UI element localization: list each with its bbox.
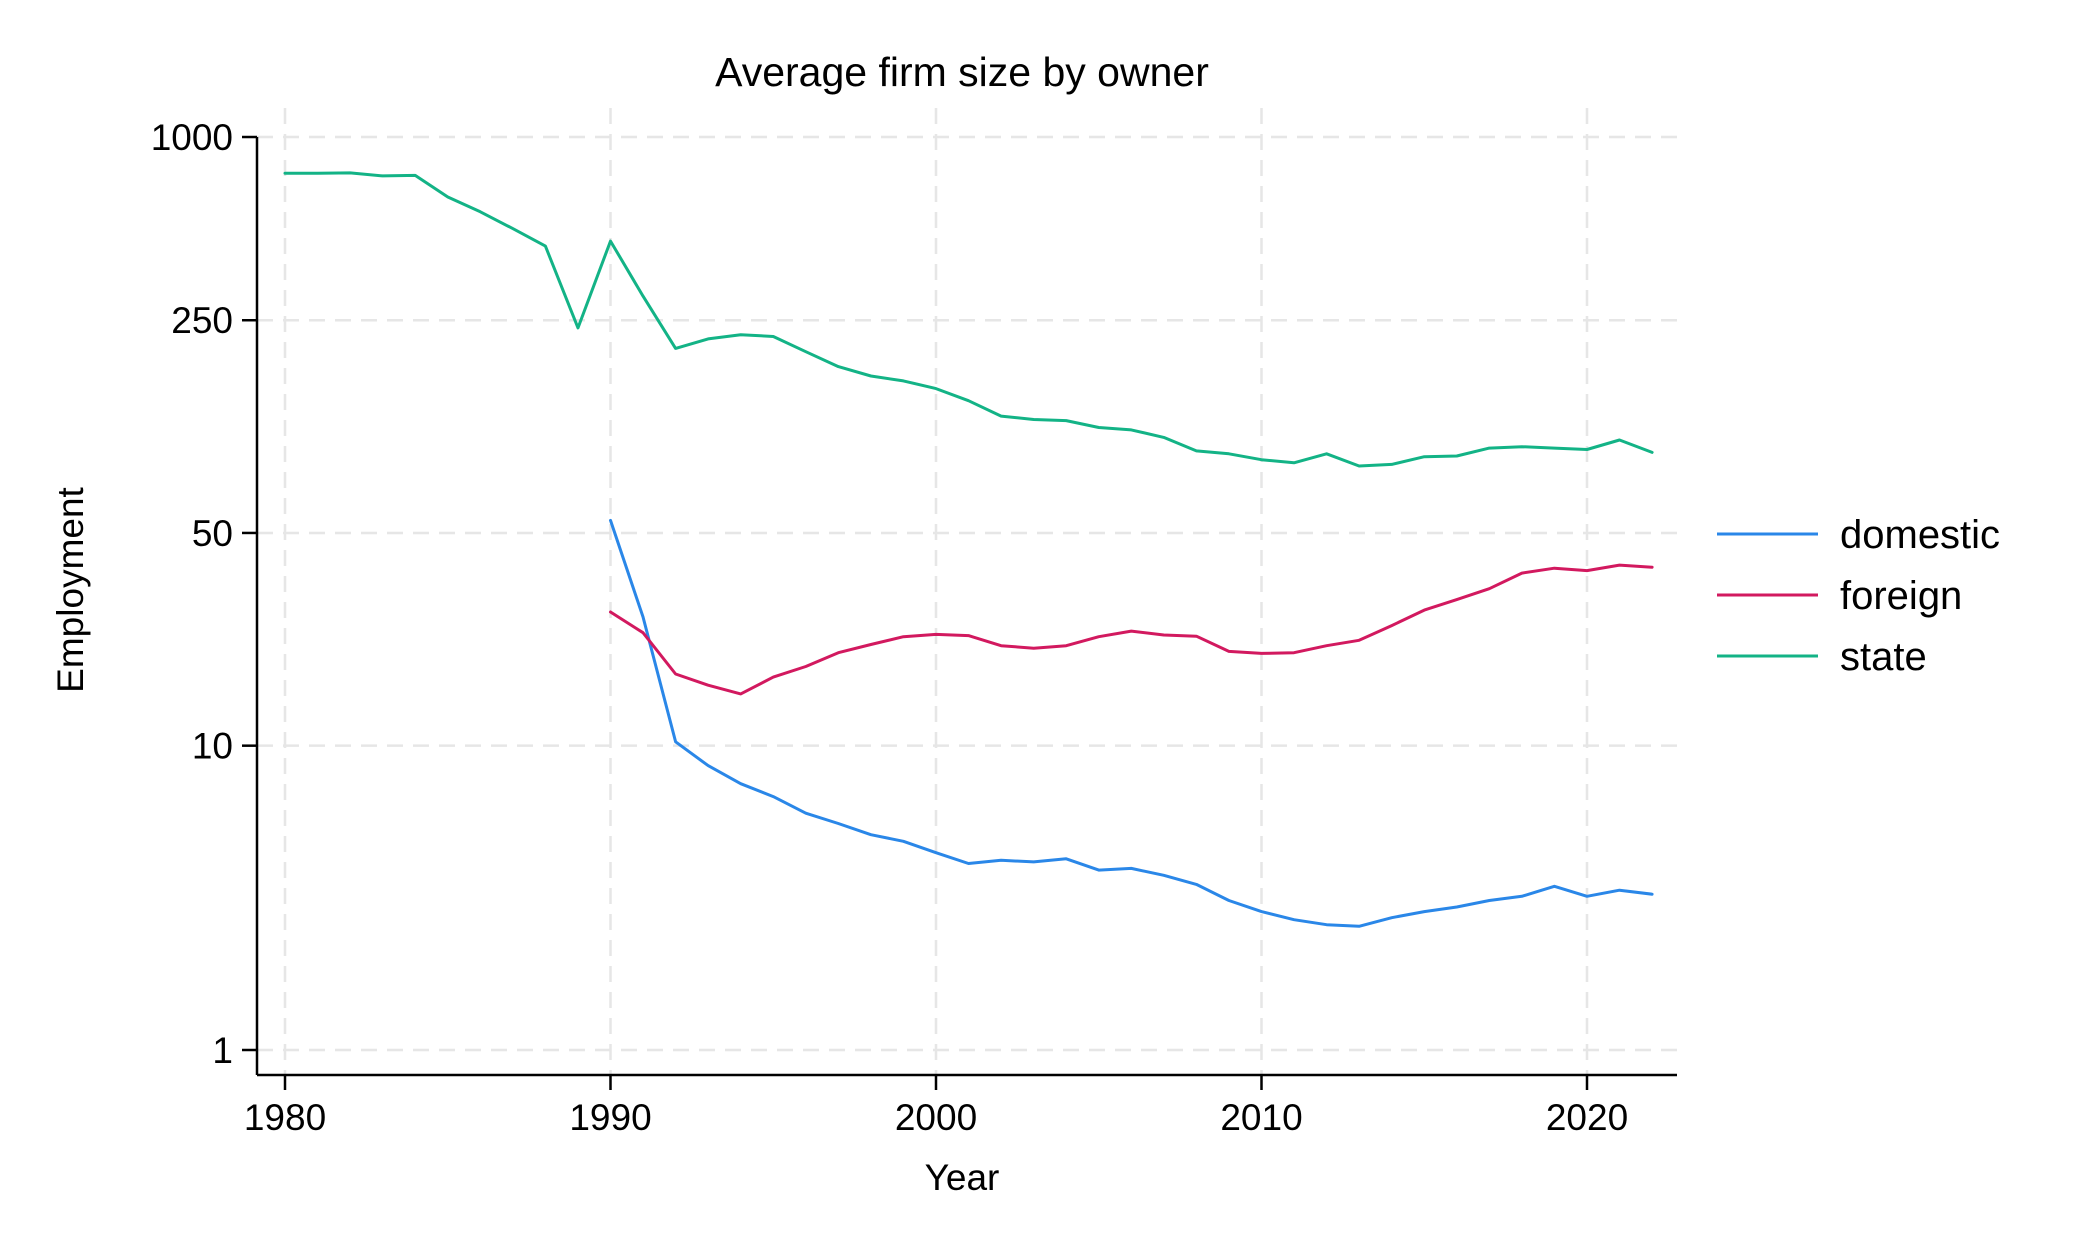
- legend-label-domestic: domestic: [1840, 513, 2000, 557]
- x-tick-label-2020: 2020: [1546, 1097, 1628, 1138]
- axes: 1 10 50 250 1000 1980 1990 2000 2010 2020: [151, 117, 1677, 1138]
- y-tick-label-1000: 1000: [151, 117, 233, 158]
- y-tick-label-1: 1: [212, 1030, 233, 1071]
- legend: domestic foreign state: [1717, 513, 2000, 679]
- x-tick-label-1980: 1980: [244, 1097, 326, 1138]
- legend-label-state: state: [1840, 635, 1927, 679]
- x-tick-label-2000: 2000: [895, 1097, 977, 1138]
- y-tick-label-50: 50: [192, 513, 233, 554]
- y-tick-label-250: 250: [171, 300, 233, 341]
- legend-label-foreign: foreign: [1840, 574, 1962, 618]
- series-lines: [283, 171, 1654, 928]
- y-tick-label-10: 10: [192, 726, 233, 767]
- series-line-foreign: [609, 563, 1654, 696]
- gridlines: [257, 108, 1677, 1075]
- series-line-domestic: [609, 518, 1654, 928]
- x-tick-label-1990: 1990: [569, 1097, 651, 1138]
- x-tick-label-2010: 2010: [1220, 1097, 1302, 1138]
- series-line-state: [283, 171, 1654, 468]
- chart-title: Average firm size by owner: [715, 49, 1209, 95]
- x-axis-label: Year: [925, 1157, 1000, 1198]
- y-axis-label: Employment: [50, 486, 91, 692]
